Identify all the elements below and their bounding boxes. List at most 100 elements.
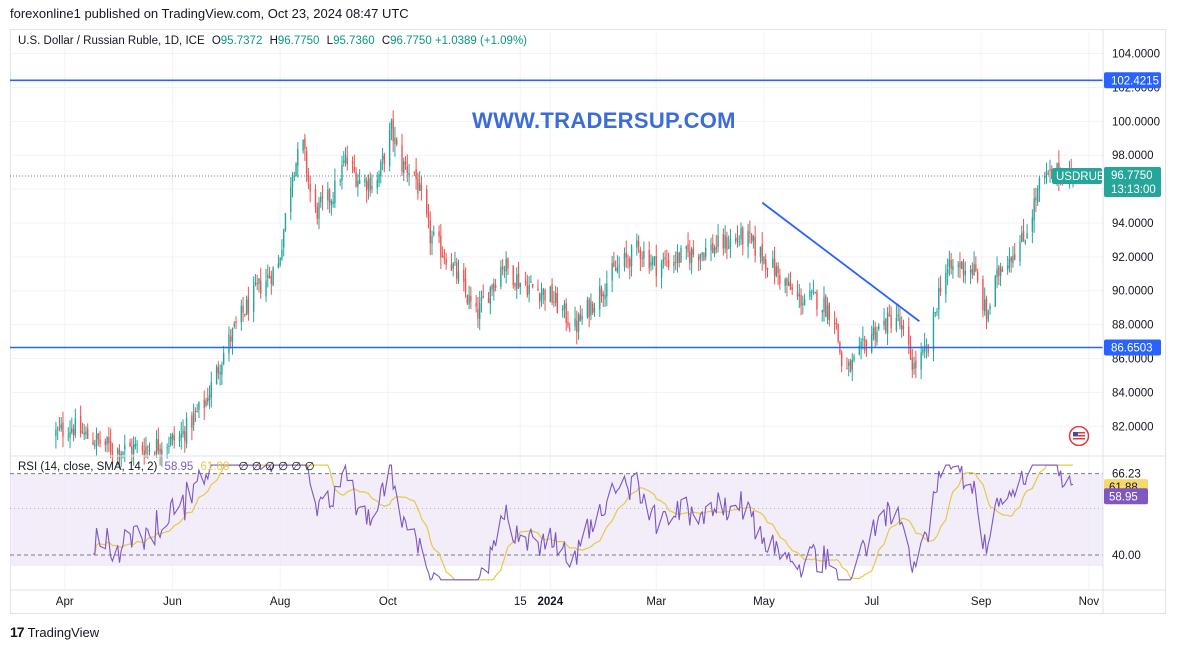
time-tick-label: Oct [379,596,398,608]
candle-body [136,444,138,446]
candle-body [305,151,308,174]
candle-body [328,189,331,203]
candle-body [281,249,283,260]
candle-body [823,297,825,312]
candle-body [890,315,892,329]
candle-body [945,272,947,295]
close-value: 96.7750 [390,35,432,47]
candle-body [466,295,469,304]
candle-body [284,213,287,230]
candle-body [946,268,949,274]
candle-body [590,301,592,316]
candle-body [639,249,642,259]
price-tick-label: 92.0000 [1112,252,1154,264]
candle-body [106,436,108,445]
price-tick-label: 98.0000 [1112,150,1154,162]
candle-body [378,174,380,183]
candle-body [816,291,818,310]
candle-body [222,353,225,364]
candle-body [332,201,334,204]
candle-body [475,303,477,307]
candle-body [969,269,972,273]
candle-body [630,245,633,267]
candle-body [643,250,645,259]
candle-body [401,145,403,172]
candle-body [291,175,294,188]
candle-body [561,308,564,311]
last-price-badge-text: 13:13:00 [1111,184,1156,196]
candle-body [343,160,345,163]
candle-body [999,266,1002,277]
candle-body [371,186,373,190]
candle-body [872,327,875,336]
candle-body [591,303,594,313]
time-tick-label: May [753,596,775,608]
candle-body [219,372,221,375]
candle-body [814,292,816,294]
candle-body [357,180,359,187]
open-value: 95.7372 [220,35,263,47]
candle-body [825,295,827,317]
candle-body [637,241,640,247]
candle-body [687,243,689,252]
candle-body [911,358,913,370]
candle-body [491,285,493,290]
candle-body [579,313,582,322]
candle-body [653,256,656,259]
candle-body [895,317,898,331]
candle-body [883,320,885,326]
candle-body [934,312,936,314]
candle-body [341,165,343,182]
candle-body [487,298,490,303]
candle-body [738,241,740,243]
candle-body [235,321,237,324]
candle-body [168,445,170,448]
candle-body [86,428,89,439]
candle-body [715,246,718,250]
candle-body [413,171,416,173]
candle-body [58,426,61,428]
candle-body [245,299,248,316]
low-value: 95.7360 [333,35,375,47]
candle-body [701,252,703,255]
candle-body [501,266,504,270]
candle-body [290,187,292,212]
candle-body [141,444,144,451]
candle-body [554,292,557,303]
last-price-badge [1104,166,1161,197]
candle-body [747,230,749,247]
candle-body [71,428,73,433]
candle-body [593,308,596,313]
us-flag-icon[interactable] [1067,426,1091,446]
candle-body [302,140,304,151]
candle-body [1031,217,1034,232]
price-tick-label: 86.0000 [1112,354,1154,366]
candle-body [404,161,407,165]
candle-body [530,281,532,283]
candle-body [154,452,156,455]
candle-body [314,188,317,207]
candle-body [722,234,725,249]
candle-body [611,263,613,281]
tradingview-logo[interactable]: 17 TradingView [10,624,99,640]
symbol-name: U.S. Dollar / Russian Ruble, 1D, ICE [18,35,205,47]
close-label: C [381,35,391,47]
candle-body [265,280,267,297]
level-badge-lower-text: 86.6503 [1111,342,1153,354]
candle-body [258,278,260,284]
candle-body [812,290,815,292]
rsi-value: 58.95 [164,461,194,473]
candle-body [846,368,848,370]
candle-body [588,298,590,318]
candle-body [293,175,295,177]
candle-body [207,397,209,403]
candle-body [270,275,273,284]
candle-body [457,271,460,281]
candle-body [971,269,974,275]
candle-body [606,283,608,297]
candle-body [876,331,878,343]
candle-body [1035,196,1037,201]
rsi-legend: RSI (14, close, SMA, 14, 2) 58.95 61.88 … [18,459,315,473]
candle-body [1008,258,1011,268]
